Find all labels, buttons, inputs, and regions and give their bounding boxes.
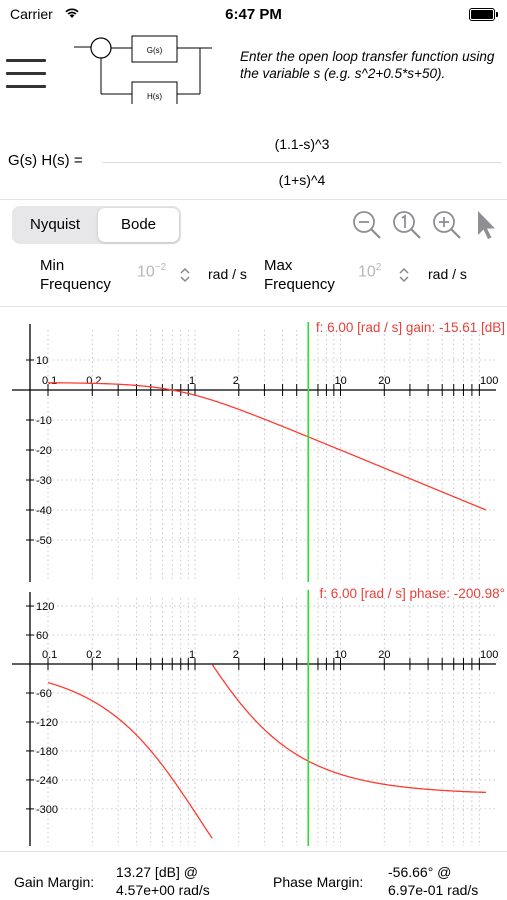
cursor-readout: f: 6.00 [rad / s] phase: -200.98° <box>319 586 505 601</box>
phase-margin-value: -56.66° @6.97e-01 rad/s <box>388 864 479 898</box>
min-frequency-unit: rad / s <box>208 266 247 282</box>
x-tick-label: 0.2 <box>86 649 101 661</box>
gain-plot[interactable]: 0.1 0.2 1 2 10 20 100 10 -10 -20 -30 -40 -50 f: 6.00 … <box>0 308 507 584</box>
phase-plot[interactable]: 0.1 0.2 1 2 10 20 100 120 60 -60 -120 -180 -240 -300 f… <box>0 584 507 848</box>
x-tick-label: 0.1 <box>42 649 57 661</box>
x-tick-label: 0.2 <box>86 375 101 387</box>
instructions-text: Enter the open loop transfer function us… <box>240 49 495 81</box>
pointer-icon[interactable] <box>470 208 504 242</box>
plot-type-segmented-control: Nyquist Bode <box>12 206 181 244</box>
zoom-reset-icon[interactable] <box>390 208 424 242</box>
status-bar: Carrier 6:47 PM <box>0 0 507 28</box>
fraction-bar <box>102 162 502 163</box>
x-tick-label: 2 <box>233 649 239 661</box>
wifi-icon <box>65 8 79 18</box>
max-frequency-unit: rad / s <box>428 266 467 282</box>
y-tick-label: -120 <box>36 717 58 729</box>
g-block-label: G(s) <box>147 46 163 55</box>
y-tick-label: 60 <box>36 630 48 642</box>
gain-margin-value: 13.27 [dB] @4.57e+00 rad/s <box>116 864 210 898</box>
denominator-input[interactable]: (1+s)^4 <box>278 172 326 188</box>
response-curve <box>47 664 486 839</box>
y-tick-label: -180 <box>36 746 58 758</box>
transfer-function-label: G(s) H(s) = <box>8 152 83 169</box>
y-tick-label: -30 <box>36 475 52 487</box>
min-frequency-label: Min Frequency <box>40 257 111 293</box>
x-tick-label: 100 <box>480 649 498 661</box>
x-tick-label: 10 <box>335 649 347 661</box>
carrier-label: Carrier <box>10 6 53 22</box>
tab-bode[interactable]: Bode <box>98 208 179 242</box>
battery-icon <box>469 8 498 21</box>
y-tick-label: 120 <box>36 601 54 613</box>
divider <box>0 199 507 200</box>
menu-icon[interactable] <box>6 59 48 91</box>
y-tick-label: -60 <box>36 688 52 700</box>
y-tick-label: -40 <box>36 505 52 517</box>
max-frequency-label: Max Frequency <box>264 257 335 293</box>
phase-margin-label: Phase Margin: <box>273 874 364 890</box>
x-tick-label: 100 <box>480 375 498 387</box>
h-block-label: H(s) <box>147 92 162 101</box>
tab-nyquist[interactable]: Nyquist <box>29 216 81 233</box>
zoom-in-icon[interactable] <box>430 208 464 242</box>
max-frequency-value[interactable]: 102 <box>358 262 382 281</box>
y-tick-label: -20 <box>36 445 52 457</box>
min-frequency-value[interactable]: 10−2 <box>137 262 167 281</box>
x-tick-label: 1 <box>189 649 195 661</box>
divider <box>0 306 507 307</box>
x-tick-label: 1 <box>189 375 195 387</box>
x-tick-label: 10 <box>335 375 347 387</box>
x-tick-label: 0.1 <box>42 375 57 387</box>
block-diagram: G(s) H(s) <box>74 35 212 104</box>
y-tick-label: 10 <box>36 355 48 367</box>
x-tick-label: 2 <box>233 375 239 387</box>
min-frequency-stepper[interactable] <box>178 265 192 285</box>
max-frequency-stepper[interactable] <box>397 265 411 285</box>
response-curve <box>47 382 487 511</box>
x-tick-label: 20 <box>378 649 390 661</box>
y-tick-label: -10 <box>36 415 52 427</box>
x-tick-label: 20 <box>378 375 390 387</box>
divider <box>0 851 507 852</box>
y-tick-label: -300 <box>36 804 58 816</box>
gain-margin-label: Gain Margin: <box>14 874 95 890</box>
numerator-input[interactable]: (1.1-s)^3 <box>274 136 330 152</box>
y-tick-label: -240 <box>36 775 58 787</box>
cursor-readout: f: 6.00 [rad / s] gain: -15.61 [dB] <box>316 320 505 335</box>
zoom-out-icon[interactable] <box>350 208 384 242</box>
clock: 6:47 PM <box>225 6 282 23</box>
y-tick-label: -50 <box>36 535 52 547</box>
